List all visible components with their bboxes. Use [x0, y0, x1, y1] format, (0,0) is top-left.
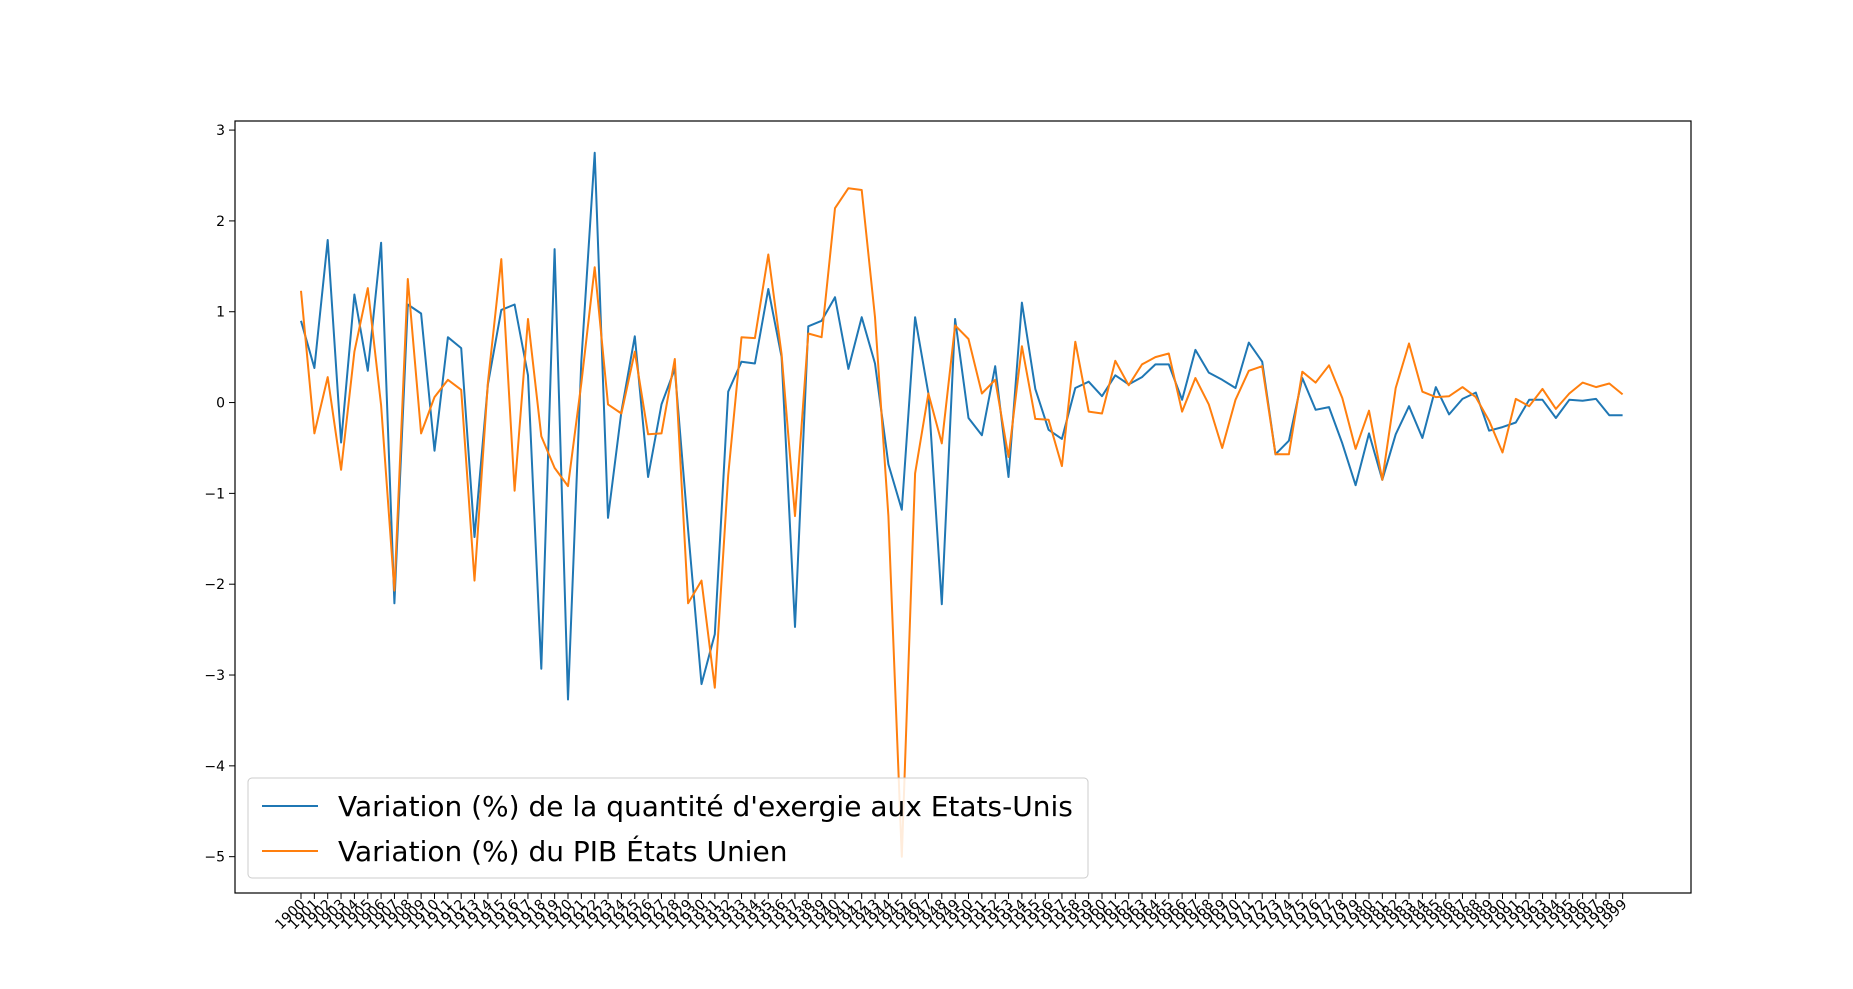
y-tick-label: 3 [216, 123, 225, 139]
y-tick-label: 1 [216, 305, 225, 321]
y-tick-label: −1 [204, 486, 225, 502]
y-axis: 3 2 1 0 −1 −2 −3 −4 −5 [204, 123, 235, 866]
plot-frame [234, 120, 1692, 894]
y-tick-label: 2 [216, 214, 225, 230]
y-tick-label: −3 [204, 668, 225, 684]
x-axis: 1900190119021903190419051906190719081909… [272, 893, 1630, 933]
legend: Variation (%) de la quantité d'exergie a… [247, 777, 1089, 879]
y-tick-label: 0 [216, 396, 225, 412]
y-tick-label: −2 [204, 577, 225, 593]
plot-area [235, 121, 1691, 893]
series-lines [300, 151, 1624, 858]
series-line-0 [300, 151, 1623, 701]
y-tick-label: −4 [204, 759, 225, 775]
legend-label-0: Variation (%) de la quantité d'exergie a… [338, 790, 1073, 823]
y-tick-label: −5 [204, 850, 225, 866]
legend-box [247, 777, 1089, 879]
series-line-1 [300, 187, 1624, 858]
legend-label-1: Variation (%) du PIB États Unien [338, 834, 787, 868]
